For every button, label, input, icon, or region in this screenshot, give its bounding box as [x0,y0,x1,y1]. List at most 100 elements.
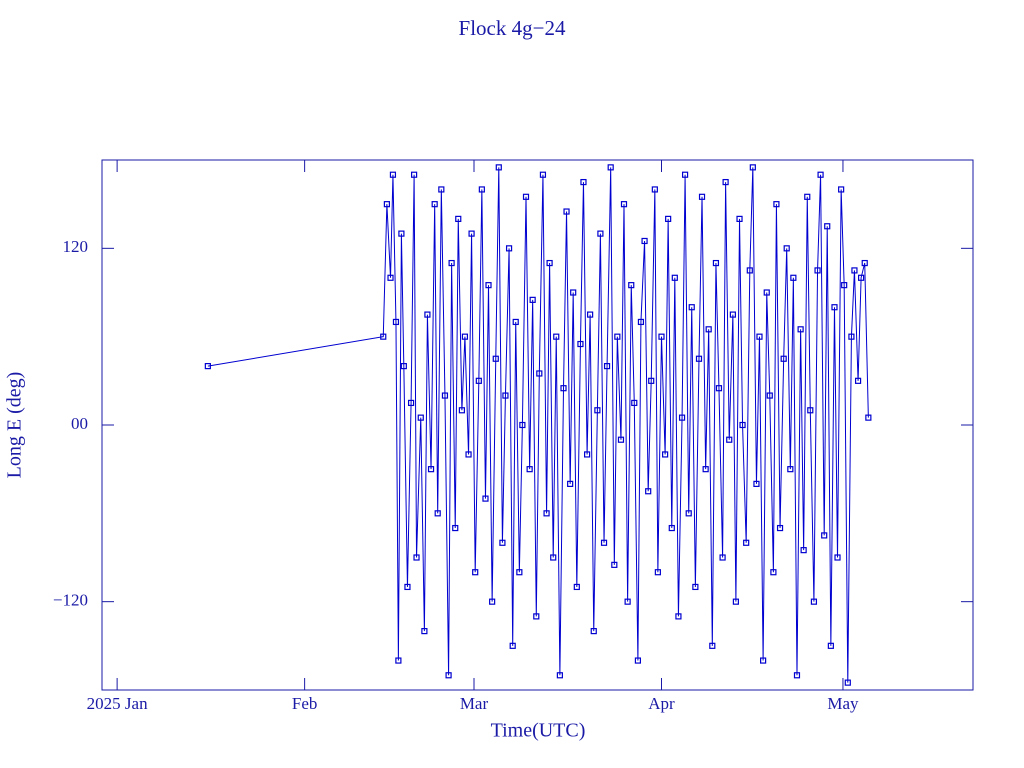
data-point [539,171,547,178]
data-point [395,657,402,664]
data-point [607,164,614,171]
data-point [445,672,452,679]
data-point [380,333,387,340]
data-point [753,480,760,487]
data-point [577,340,584,348]
data-point [455,215,462,222]
data-point [573,583,580,591]
data-line [207,167,869,683]
data-point [580,178,587,186]
data-point [654,569,661,576]
data-point [556,672,563,679]
data-point [688,304,695,311]
data-point [465,451,472,458]
data-point [543,510,550,517]
data-point [681,171,689,178]
data-point [485,282,492,289]
data-point [634,657,642,664]
data-point [438,186,445,193]
data-point [807,407,814,414]
data-point [583,451,591,458]
data-point [614,333,621,340]
data-point [600,539,608,546]
data-point [722,178,729,186]
data-point [489,598,496,605]
data-point [611,561,618,568]
data-point [858,274,865,281]
x-tick-label: May [827,694,859,713]
data-point [726,436,733,443]
data-point [529,296,536,303]
data-point [637,318,645,326]
data-point [389,171,397,178]
data-point [587,311,594,318]
data-point [509,642,516,649]
data-point [553,333,560,340]
data-point [624,598,631,605]
data-point [665,215,672,222]
data-point [546,259,553,267]
data-point [793,672,801,679]
x-tick-label: Apr [648,694,675,713]
data-point [756,333,763,340]
data-point [695,355,703,362]
data-point [865,414,872,421]
data-point [563,208,570,215]
plot-area [204,164,872,686]
data-point [787,466,794,473]
data-point [749,164,756,171]
data-point [431,201,438,208]
data-point [597,230,604,237]
y-axis-label: Long E (deg) [4,372,26,479]
data-point [550,554,557,561]
data-point [790,274,797,281]
data-point [533,613,540,620]
data-point [705,326,712,333]
data-point [817,171,824,178]
data-point [404,583,411,591]
data-point [648,377,655,384]
data-point [773,201,780,208]
data-point [851,267,858,274]
data-point [448,259,455,267]
data-point [651,186,658,193]
data-point [475,377,482,384]
data-point [452,524,459,532]
data-point [478,186,485,193]
data-point [692,583,699,591]
data-point [838,186,845,193]
data-point [732,598,739,605]
data-point [662,451,669,458]
data-point [204,363,211,370]
data-point [800,547,807,554]
data-point [631,399,638,407]
data-point [760,657,767,664]
data-point [844,679,851,686]
data-point [407,399,415,407]
data-point [522,193,530,200]
data-point [398,230,405,237]
data-point [499,539,506,546]
x-tick-label: Mar [460,694,489,713]
data-point [512,318,519,326]
data-point [411,171,418,178]
data-point [698,193,706,200]
y-tick-label: −120 [53,591,88,610]
data-point [739,421,746,429]
data-point [746,267,753,274]
data-point [434,510,441,517]
data-point [783,245,790,252]
y-tick-label: 00 [71,414,88,433]
data-point [387,274,394,281]
data-point [797,326,804,333]
data-point [516,569,523,576]
data-point [658,333,665,340]
data-point [685,510,692,517]
data-point [413,554,420,561]
data-point [594,407,601,414]
data-point [645,488,652,495]
data-point [421,628,428,635]
data-point [617,436,625,443]
data-point [392,318,400,326]
